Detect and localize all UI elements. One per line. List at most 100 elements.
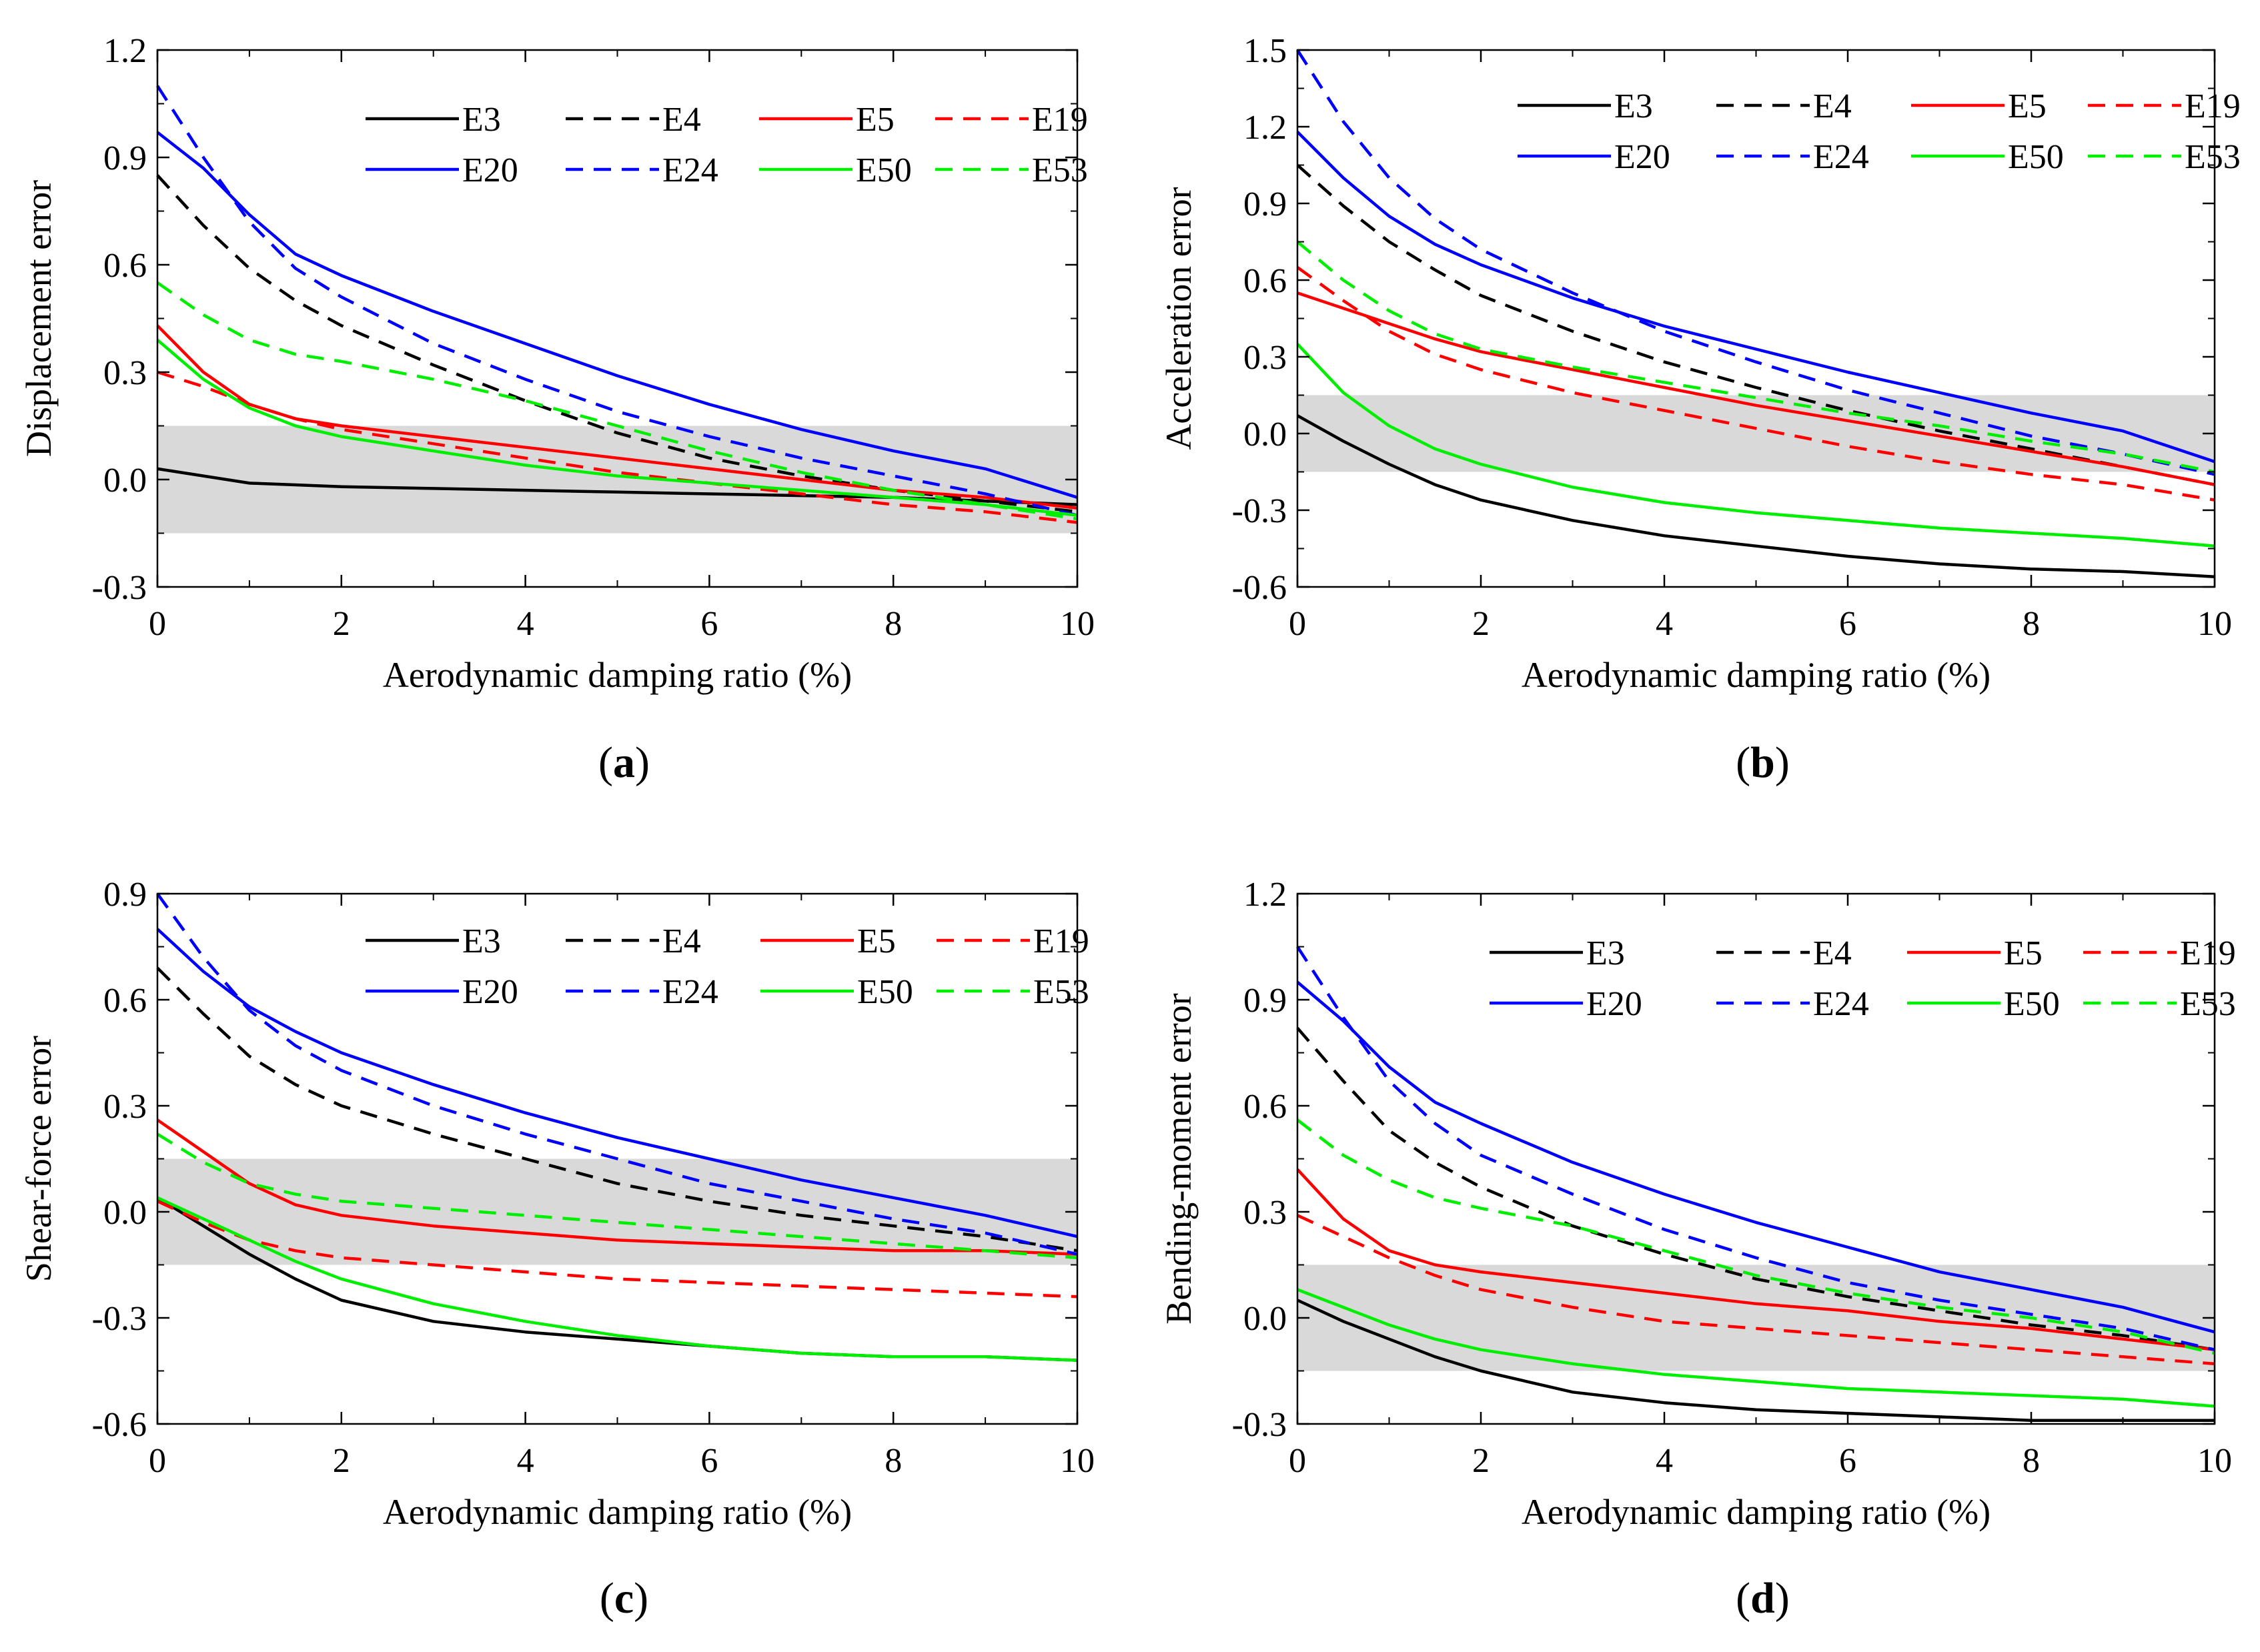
series-line-e20 [156,131,1078,499]
x-tick-label: 6 [1839,1442,1856,1480]
caption-letter: a [613,738,635,787]
y-tick-label: 0.6 [1243,1088,1287,1126]
y-tick-label: 0.0 [103,462,147,500]
panel-caption: (c) [600,1574,648,1623]
caption-open-paren: ( [600,1574,614,1623]
legend-label-e3: E3 [462,922,501,960]
x-axis-label: Aerodynamic damping ratio (%) [383,655,852,695]
series-line-e19 [1296,265,2215,502]
x-tick-label: 6 [700,605,718,643]
x-tick-label: 4 [1656,605,1673,643]
y-tick-label: 0.0 [1243,1300,1287,1338]
legend: E3 E4 E5 E19 E20 E24 E50 E53 [1490,934,2236,1023]
chart-panel-a: 0 2 4 6 8 10 -0.3 0.0 0.3 0.6 0.9 1.2 Aerodynamic da… [19,32,1095,787]
legend-label-e5: E5 [2004,934,2043,972]
x-axis-label: Aerodynamic damping ratio (%) [1522,655,1991,695]
legend-label-e5: E5 [857,922,896,960]
legend-label-e24: E24 [662,151,718,189]
x-tick-label: 0 [1289,1442,1306,1480]
legend: E3 E4 E5 E19 E20 E24 E50 E53 [366,101,1088,189]
x-tick-label: 0 [149,605,166,643]
y-axis-label: Displacement error [19,180,59,457]
caption-letter: d [1750,1574,1775,1623]
series-line-e24 [1296,49,2215,476]
legend-label-e50: E50 [857,973,913,1011]
y-tick-label: 0.0 [103,1194,147,1232]
y-axis-label: Bending-moment error [1159,993,1199,1324]
caption-open-paren: ( [1736,738,1750,787]
y-tick-label: 0.3 [103,1088,147,1126]
series-line-e19 [1297,1214,2215,1366]
y-tick-label: 0.6 [103,247,147,285]
y-tick-label: 1.5 [1243,32,1287,70]
chart-panel-d: 0 2 4 6 8 10 -0.3 0.0 0.3 0.6 0.9 1.2 Aerodynamic da… [1159,876,2236,1623]
legend-label-e20: E20 [462,151,518,189]
series-line-e53 [156,281,1078,521]
y-tick-label: 0.6 [1243,262,1287,300]
y-tick-label: 0.9 [1243,185,1287,223]
caption-open-paren: ( [1736,1574,1750,1623]
y-tick-label: -0.3 [92,569,147,607]
legend-label-e53: E53 [2185,138,2241,176]
series-line-e50 [156,338,1078,517]
legend-label-e5: E5 [856,101,895,139]
x-tick-label: 2 [1472,605,1490,643]
x-axis-label: Aerodynamic damping ratio (%) [383,1492,852,1532]
legend-label-e3: E3 [1614,87,1653,125]
series-line-e50 [1297,1288,2215,1408]
legend-label-e4: E4 [662,922,701,960]
legend-label-e5: E5 [2008,87,2047,125]
series-line-e20 [1296,131,2215,464]
series-line-e20 [156,928,1078,1238]
series-line-e4 [156,966,1078,1253]
series-line-e50 [1296,343,2215,548]
y-tick-label: 0.3 [1243,339,1287,377]
series-line-e19 [157,370,1078,524]
y-tick-label: -0.3 [92,1300,147,1338]
x-tick-label: 10 [1060,1442,1095,1480]
x-tick-label: 4 [517,605,534,643]
x-tick-label: 8 [2023,605,2040,643]
y-tick-label: -0.6 [1232,569,1287,607]
y-tick-label: 0.3 [103,354,147,392]
legend-label-e50: E50 [2008,138,2064,176]
legend-label-e3: E3 [1586,934,1625,972]
y-tick-label: 1.2 [1243,876,1287,914]
panel-caption: (b) [1736,738,1790,787]
plot-frame [1296,49,2216,588]
tolerance-band [1297,395,2215,472]
legend-label-e19: E19 [1033,922,1089,960]
legend-label-e19: E19 [2180,934,2236,972]
y-tick-label: 1.2 [1243,109,1287,147]
legend-label-e19: E19 [1032,101,1088,139]
legend-label-e53: E53 [1033,973,1089,1011]
legend-label-e50: E50 [2004,985,2060,1023]
legend-label-e4: E4 [1813,934,1852,972]
series-line-e3 [1296,414,2215,578]
legend-label-e50: E50 [856,151,912,189]
legend-label-e4: E4 [662,101,701,139]
y-axis-label: Acceleration error [1159,187,1199,450]
chart-panel-b: 0 2 4 6 8 10 -0.6 -0.3 0.0 0.3 0.6 0.9 1.2 1.5 Aerodyn… [1159,32,2241,787]
legend-label-e20: E20 [1614,138,1670,176]
x-tick-label: 0 [1289,605,1306,643]
series-line-e4 [1296,1026,2215,1351]
y-tick-label: -0.3 [1232,492,1287,530]
legend: E3 E4 E5 E19 E20 E24 E50 E53 [1518,87,2241,176]
y-tick-label: 0.9 [103,876,147,914]
x-tick-label: 10 [1060,605,1095,643]
caption-close-paren: ) [635,738,650,787]
caption-close-paren: ) [634,1574,648,1623]
series-line-e24 [156,892,1078,1256]
panel-caption: (a) [598,738,650,787]
x-tick-label: 2 [1472,1442,1490,1480]
series-line-e5 [1297,291,2215,486]
tolerance-band [157,426,1077,534]
legend-label-e24: E24 [1813,138,1869,176]
x-tick-label: 4 [1656,1442,1673,1480]
series-line-e5 [156,1118,1078,1256]
legend-label-e20: E20 [1586,985,1642,1023]
x-tick-label: 0 [149,1442,166,1480]
y-tick-label: 0.6 [103,982,147,1020]
